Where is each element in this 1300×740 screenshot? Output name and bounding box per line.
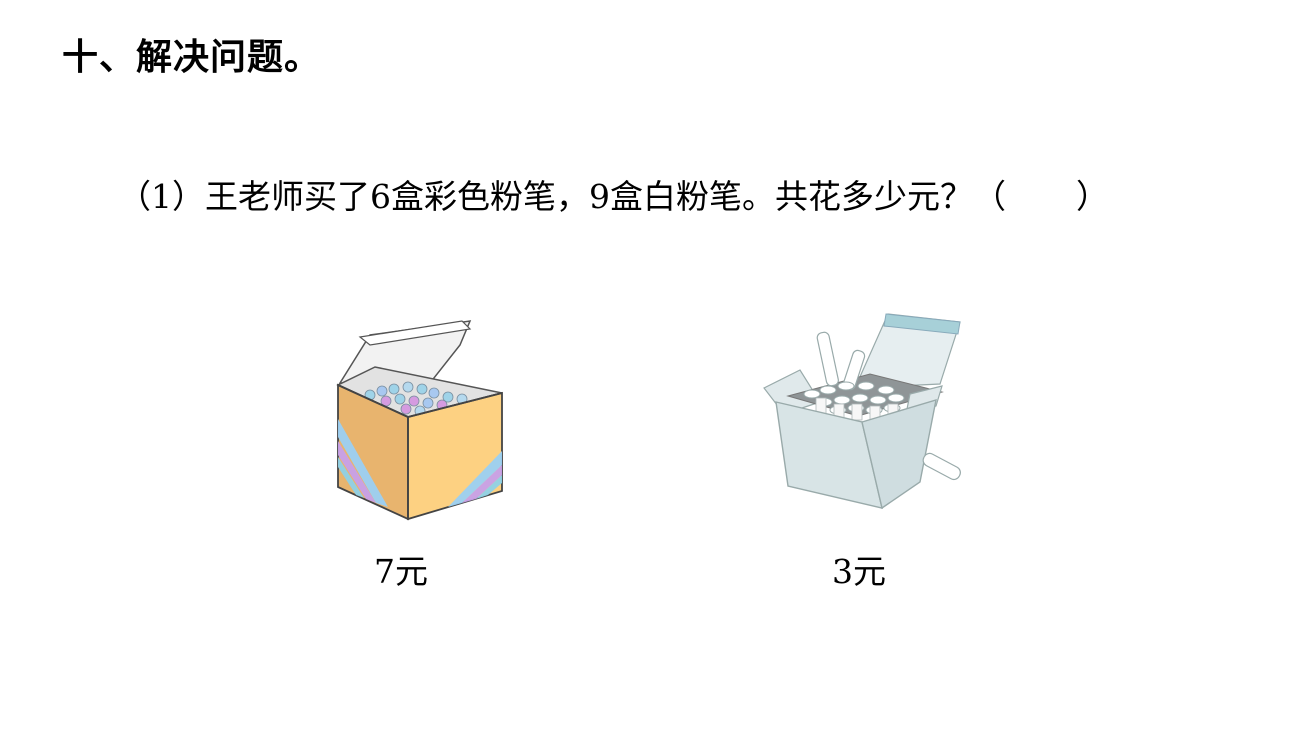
answer-open-paren: （ xyxy=(973,177,1006,216)
colored-chalk-price: 7元 xyxy=(374,552,428,591)
question-number: （1） xyxy=(118,177,205,216)
question-body: 王老师买了6盒彩色粉笔，9盒白粉笔。共花多少元？ xyxy=(205,177,973,216)
question-text: （1）王老师买了6盒彩色粉笔，9盒白粉笔。共花多少元？（ ） xyxy=(118,170,1109,218)
colored-chalk-box-icon xyxy=(336,320,503,521)
answer-close-paren: ） xyxy=(1076,177,1109,216)
white-chalk-price: 3元 xyxy=(832,552,886,591)
section-title: 十、解决问题。 xyxy=(62,37,322,78)
white-chalk-box-icon xyxy=(763,313,961,510)
